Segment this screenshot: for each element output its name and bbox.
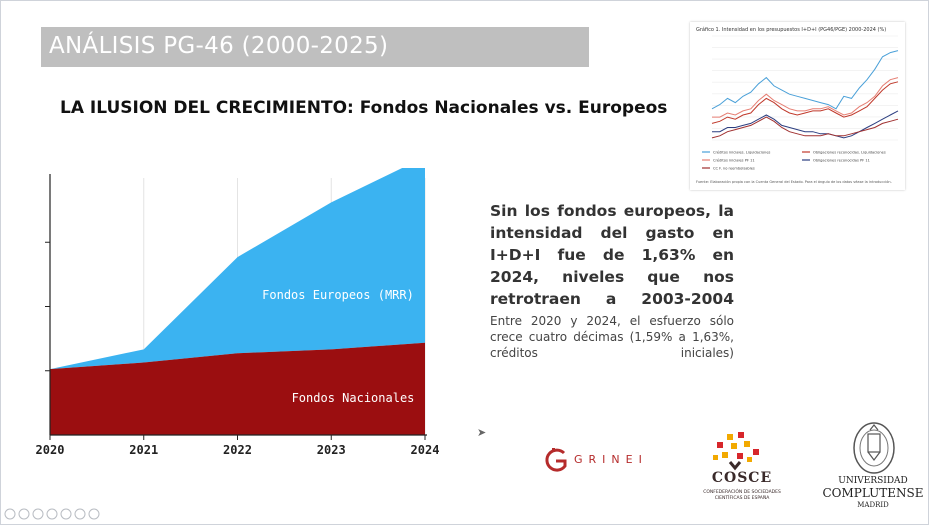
thumbnail-series-line: [711, 81, 899, 124]
x-tick-label: 2024: [411, 443, 440, 457]
pen-icon[interactable]: [32, 508, 44, 520]
cosce-logo-icon: [713, 432, 759, 471]
ucm-line3: MADRID: [857, 501, 889, 509]
thumbnail-legend-label: Créditos iniciales. Liquidaciones: [713, 151, 771, 155]
chart-axes: [45, 174, 427, 436]
ucm-crest-icon: [853, 422, 895, 474]
thumbnail-legend-label: Obligaciones reconocidas. Liquidaciones: [813, 151, 886, 155]
main-statement: Sin los fondos europeos, la intensidad d…: [490, 202, 734, 308]
thumbnail-legend-label: Créditos iniciales PF 11: [713, 159, 755, 163]
grinei-text: GRINEI: [574, 453, 648, 466]
thumbnail-series-line: [712, 110, 899, 139]
thumbnail-lines: [711, 50, 899, 139]
zoom-icon[interactable]: [46, 508, 58, 520]
mouse-pointer-icon: ➤: [477, 426, 487, 439]
area-fondos-europeos: [50, 168, 425, 370]
prev-icon[interactable]: [4, 508, 16, 520]
ucm-line1: UNIVERSIDAD: [838, 476, 908, 486]
x-axis-ticks: 2020 2021 2022 2023 2024: [36, 435, 440, 457]
slide-title-bar: ANÁLISIS PG-46 (2000-2025): [41, 27, 589, 67]
thumbnail-series-line: [711, 116, 899, 139]
thumbnail-series-line: [712, 77, 899, 118]
area-fondos-nacionales: [50, 342, 425, 435]
thumbnail-series-line: [711, 50, 899, 110]
presentation-toolbar[interactable]: [4, 507, 114, 521]
x-tick-label: 2023: [317, 443, 346, 457]
slide-subtitle: LA ILUSION DEL CRECIMIENTO: Fondos Nacio…: [60, 98, 668, 118]
grinei-g-icon: [545, 448, 567, 472]
toolbar-extra2-icon[interactable]: [88, 508, 100, 520]
cosce-subtitle: CONFEDERACIÓN DE SOCIEDADES CIENTÍFICAS …: [703, 490, 781, 501]
thumbnail-legend-label: Obligaciones reconocidas PF 11: [813, 159, 870, 163]
thumbnail-legend: Créditos iniciales. Liquidaciones Obligac…: [702, 151, 886, 171]
series-label-fondos-nacionales: Fondos Nacionales: [292, 391, 415, 405]
x-tick-label: 2021: [129, 443, 158, 457]
thumbnail-title: Gráfico 1. Intensidad en los presupuesto…: [696, 27, 887, 33]
funds-area-chart: Fondos Europeos (MRR) Fondos Nacionales …: [36, 168, 440, 457]
x-tick-label: 2020: [36, 443, 65, 457]
ucm-line2: COMPLUTENSE: [822, 486, 924, 500]
more-icon[interactable]: [60, 508, 72, 520]
series-label-fondos-europeos: Fondos Europeos (MRR): [262, 288, 414, 302]
thumbnail-legend-label: CC F. no reembolsables: [713, 167, 755, 171]
cosce-name: COSCE: [711, 470, 773, 486]
reference-chart-thumbnail: Gráfico 1. Intensidad en los presupuesto…: [690, 22, 905, 190]
next-icon[interactable]: [18, 508, 30, 520]
thumbnail-gridlines: [712, 35, 898, 141]
x-tick-label: 2022: [223, 443, 252, 457]
grinei-logo: GRINEI: [543, 448, 642, 478]
supporting-statement: Entre 2020 y 2024, el esfuerzo sólo crec…: [490, 314, 734, 360]
toolbar-extra-icon[interactable]: [74, 508, 86, 520]
thumbnail-plot: Créditos iniciales. Liquidaciones Obligac…: [702, 35, 899, 171]
slide-title: ANÁLISIS PG-46 (2000-2025): [49, 33, 389, 59]
thumbnail-source: Fuente: Elaboración propia con la Cuenta…: [696, 180, 892, 184]
